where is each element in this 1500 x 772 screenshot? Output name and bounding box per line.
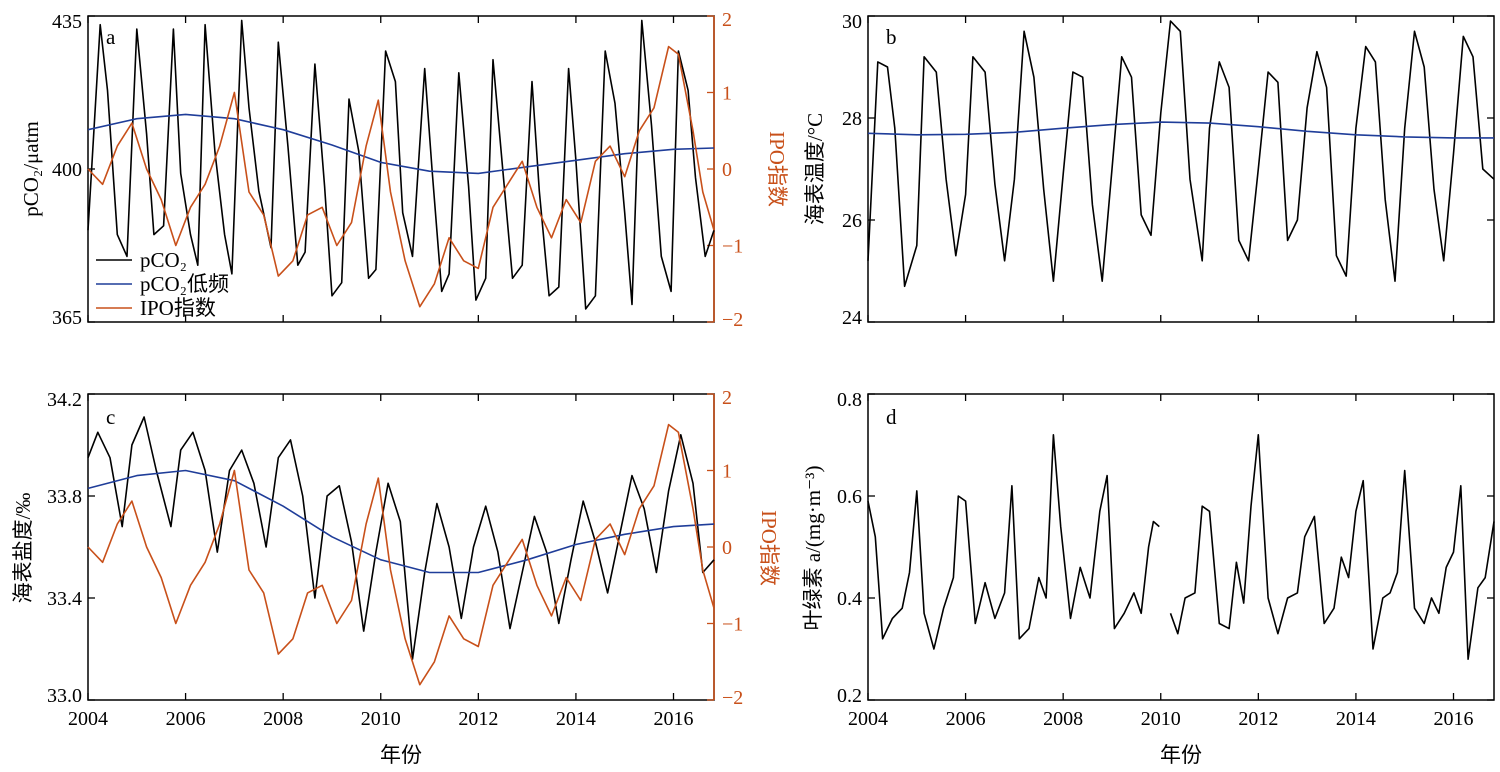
y-axis-label-b: 海表温度/°C: [803, 113, 827, 225]
legend-entry-ipo: IPO指数: [140, 296, 216, 320]
panel-label-d: d: [886, 405, 897, 429]
y-tick-label: 26: [842, 210, 862, 232]
y-tick-label: 400: [52, 159, 82, 181]
series-line-c-2: [87, 423, 715, 686]
series-line-a-2: [87, 45, 715, 308]
ticks-b: 24 26 28 30: [842, 11, 1494, 329]
x-tick-label: 2012: [458, 708, 498, 730]
y-tick-label: 28: [842, 108, 862, 130]
series-d: [867, 433, 1495, 661]
y-tick-label: 0.6: [837, 486, 862, 508]
ticks-d: 2004 2006 2008 2010 2012 2014 2016 0.2 0.4 0.6 0.8: [837, 389, 1494, 730]
y2-tick-label: −1: [722, 236, 743, 258]
y2-tick-label: −1: [722, 614, 743, 636]
x-tick-label: 2016: [1434, 708, 1474, 730]
panel-label-a: a: [106, 25, 116, 49]
ticks-a: 365 400 435 −2 −1 0 1 2: [52, 9, 743, 331]
legend-entry-lowfreq: pCO₂低频: [140, 272, 229, 296]
series-line-b-1: [867, 121, 1494, 139]
y-tick-label: 365: [52, 307, 82, 329]
y-tick-label: 33.8: [47, 486, 82, 508]
x-tick-label: 2010: [1141, 708, 1181, 730]
y2-tick-label: 0: [722, 159, 732, 181]
x-tick-label: 2014: [1336, 708, 1376, 730]
series-a: [87, 19, 715, 310]
y2-tick-label: 0: [722, 537, 732, 559]
series-line-d-0: [867, 433, 1160, 650]
legend-a: pCO₂ pCO₂低频 IPO指数: [96, 248, 229, 320]
x-axis-label-d: 年份: [1160, 743, 1202, 767]
y-tick-label: 0.8: [837, 389, 862, 411]
y-tick-label: 34.2: [47, 389, 82, 411]
x-tick-label: 2012: [1238, 708, 1278, 730]
series-line-d-1: [1169, 433, 1495, 661]
y-tick-label: 30: [842, 11, 862, 33]
panel-label-b: b: [886, 25, 897, 49]
ticks-c: 2004 2006 2008 2010 2012 2014 2016 33.0 33.4 33.8…: [47, 387, 743, 730]
y-axis-label-c: 海表盐度/‰: [11, 493, 35, 604]
y2-axis-label-c: IPO指数: [757, 510, 781, 586]
series-line-a-0: [87, 19, 715, 310]
y-tick-label: 0.2: [837, 685, 862, 707]
series-line-c-0: [87, 416, 715, 661]
x-tick-label: 2014: [556, 708, 596, 730]
x-tick-label: 2004: [68, 708, 108, 730]
x-tick-label: 2004: [848, 708, 888, 730]
panel-label-c: c: [106, 405, 115, 429]
x-tick-label: 2016: [654, 708, 694, 730]
y2-tick-label: 1: [722, 461, 732, 483]
series-line-a-1: [87, 113, 715, 175]
plot-frame-b: [867, 15, 1495, 323]
series-b: [867, 20, 1495, 288]
y2-tick-label: 2: [722, 387, 732, 409]
y-axis-label-a: pCO₂/μatm: [19, 121, 43, 217]
x-tick-label: 2008: [1043, 708, 1083, 730]
x-tick-label: 2006: [946, 708, 986, 730]
x-tick-label: 2006: [166, 708, 206, 730]
y2-tick-label: −2: [722, 687, 743, 709]
x-tick-label: 2008: [263, 708, 303, 730]
plot-frame-d: [867, 393, 1495, 701]
y-axis-label-d: 叶绿素 a/(mg·m⁻³): [801, 466, 825, 631]
x-axis-label-c: 年份: [380, 743, 422, 767]
panel-d: 2004 2006 2008 2010 2012 2014 2016 0.2 0.4 0.6 0.8…: [801, 389, 1495, 767]
y-tick-label: 435: [52, 11, 82, 33]
y2-tick-label: 1: [722, 83, 732, 105]
y-tick-label: 0.4: [837, 588, 862, 610]
panel-c: 2004 2006 2008 2010 2012 2014 2016 33.0 33.4 33.8…: [11, 387, 781, 767]
panel-a: 365 400 435 −2 −1 0 1 2 a pCO₂/μatm IPO指数 pCO₂ …: [19, 9, 789, 331]
legend-entry-pco2: pCO₂: [140, 248, 187, 272]
y2-axis-label-a: IPO指数: [765, 131, 789, 207]
y2-tick-label: 2: [722, 9, 732, 31]
y-tick-label: 24: [842, 307, 862, 329]
series-line-b-0: [867, 20, 1495, 288]
series-c: [87, 416, 715, 686]
x-tick-label: 2010: [361, 708, 401, 730]
y-tick-label: 33.4: [47, 588, 82, 610]
y-tick-label: 33.0: [47, 685, 82, 707]
plot-frame-c: [87, 393, 715, 701]
y2-tick-label: −2: [722, 309, 743, 331]
panel-b: 24 26 28 30 b 海表温度/°C: [803, 11, 1495, 329]
